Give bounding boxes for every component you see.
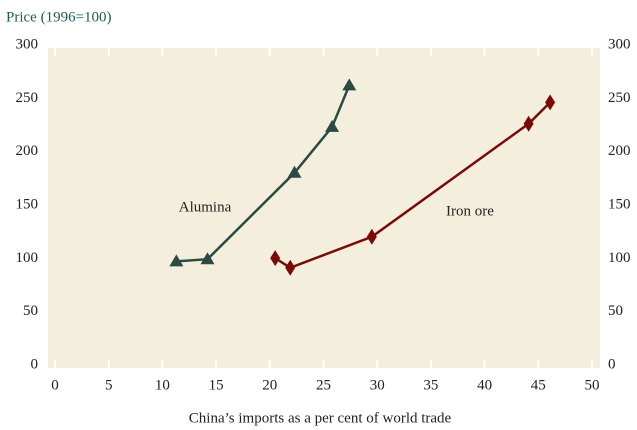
x-tick-label: 45 — [531, 377, 546, 393]
x-tick-label: 20 — [262, 377, 277, 393]
x-tick-label: 15 — [209, 377, 224, 393]
x-tick-label: 10 — [155, 377, 170, 393]
point-marker — [200, 252, 215, 265]
point-marker — [523, 115, 534, 132]
y2-tick-label: 250 — [608, 90, 631, 106]
y-tick-label: 100 — [16, 250, 39, 266]
y-tick-label: 0 — [31, 356, 39, 372]
x-axis-label: China’s imports as a per cent of world t… — [189, 410, 452, 426]
x-tick-label: 25 — [316, 377, 331, 393]
chart-title: Price (1996=100) — [6, 9, 112, 25]
series-label: Iron ore — [446, 203, 494, 219]
point-marker — [325, 119, 340, 132]
series-label: Alumina — [179, 199, 232, 215]
point-marker — [287, 165, 302, 178]
x-tick-label: 30 — [370, 377, 385, 393]
x-tick-label: 40 — [477, 377, 492, 393]
point-marker — [366, 228, 377, 245]
x-tick-label: 50 — [585, 377, 600, 393]
plot-background — [48, 48, 600, 368]
y2-tick-label: 300 — [608, 36, 631, 52]
point-marker — [169, 254, 184, 267]
point-marker — [270, 250, 281, 267]
y-tick-label: 50 — [23, 303, 38, 319]
x-tick-label: 0 — [51, 377, 59, 393]
y-tick-label: 200 — [16, 143, 39, 159]
y2-tick-label: 0 — [608, 356, 616, 372]
y-tick-label: 150 — [16, 196, 39, 212]
y-tick-label: 300 — [16, 36, 39, 52]
y-tick-label: 250 — [16, 90, 39, 106]
y2-tick-label: 150 — [608, 196, 631, 212]
y2-tick-label: 50 — [608, 303, 623, 319]
x-tick-label: 35 — [423, 377, 438, 393]
point-marker — [342, 78, 357, 91]
y2-tick-label: 200 — [608, 143, 631, 159]
y2-tick-label: 100 — [608, 250, 631, 266]
point-marker — [285, 259, 296, 276]
point-marker — [545, 94, 556, 111]
x-tick-label: 5 — [105, 377, 113, 393]
